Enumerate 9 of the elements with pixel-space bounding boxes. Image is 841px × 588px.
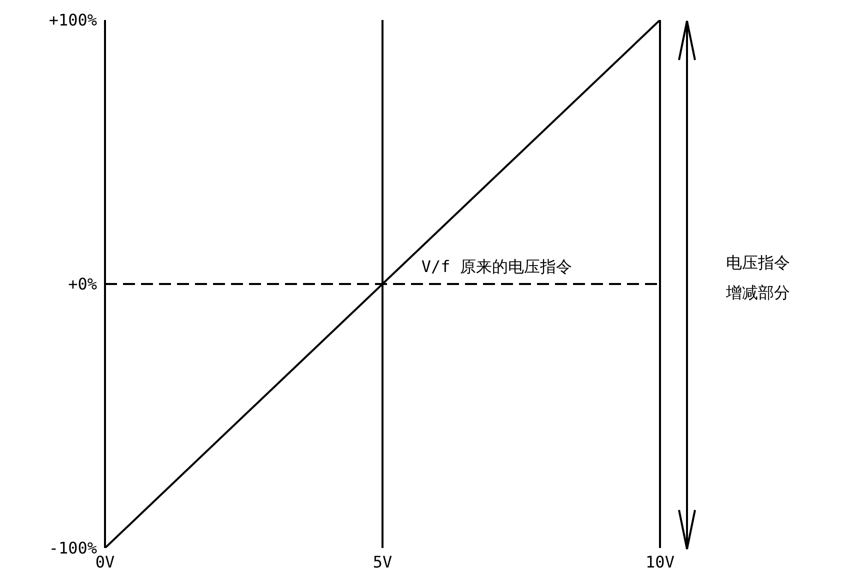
text: 增减部分: [726, 282, 790, 304]
y-tick-label: +100%: [48, 10, 98, 30]
x-tick-label: 0V: [95, 552, 115, 572]
y-tick-label: +0%: [68, 274, 98, 294]
y-tick-label: -100%: [48, 538, 98, 558]
x-tick-label: 10V: [646, 552, 675, 572]
x-tick-label: 5V: [372, 552, 392, 572]
ref-line-label: V/f 原来的电压指令: [421, 257, 572, 276]
text: 电压指令: [726, 252, 790, 274]
